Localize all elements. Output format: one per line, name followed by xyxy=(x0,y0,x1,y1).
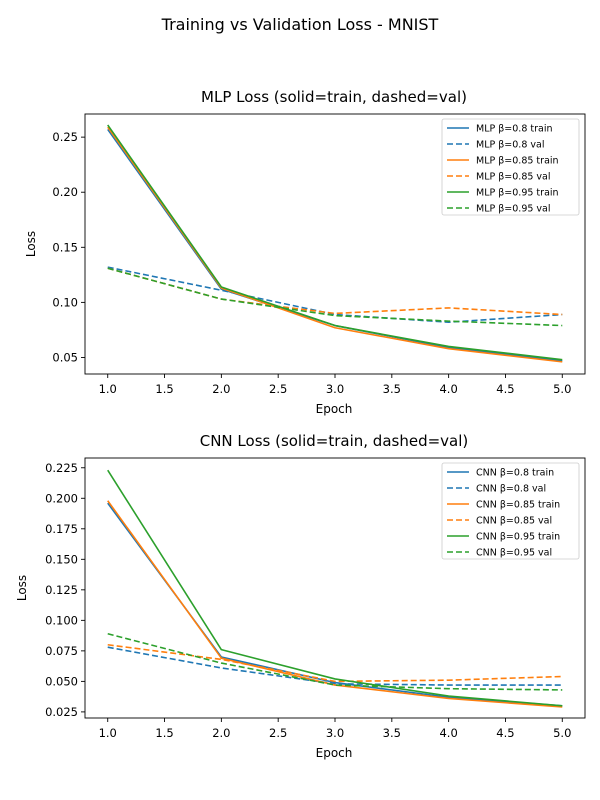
x-tick-label: 1.0 xyxy=(99,726,117,740)
y-tick-label: 0.100 xyxy=(45,613,78,627)
x-tick-label: 4.0 xyxy=(439,382,457,396)
legend-label: MLP β=0.85 val xyxy=(476,172,551,183)
mlp-loss-chart: MLP Loss (solid=train, dashed=val) Epoch… xyxy=(24,88,586,416)
figure-suptitle: Training vs Validation Loss - MNIST xyxy=(161,15,439,34)
x-tick-label: 2.0 xyxy=(212,382,230,396)
x-tick-label: 4.5 xyxy=(496,382,514,396)
series-line-3 xyxy=(107,643,563,683)
y-tick-label: 0.10 xyxy=(52,295,78,309)
y-tick-label: 0.15 xyxy=(52,240,78,254)
legend-label: MLP β=0.85 train xyxy=(476,156,559,167)
x-tick-label: 3.0 xyxy=(326,726,344,740)
chart-title: CNN Loss (solid=train, dashed=val) xyxy=(200,432,469,450)
legend-label: MLP β=0.8 val xyxy=(476,140,544,151)
series-line-3 xyxy=(107,267,563,316)
x-tick-label: 3.5 xyxy=(383,382,401,396)
x-tick-label: 2.5 xyxy=(269,382,287,396)
chart-title: MLP Loss (solid=train, dashed=val) xyxy=(201,88,467,106)
legend-box xyxy=(441,462,580,560)
series-line-2 xyxy=(107,500,563,708)
x-tick-label: 2.5 xyxy=(269,726,287,740)
y-tick-label: 0.150 xyxy=(45,552,78,566)
series-line-1 xyxy=(107,266,563,324)
legend-label: MLP β=0.95 val xyxy=(476,204,551,215)
x-tick-label: 2.0 xyxy=(212,726,230,740)
x-tick-label: 1.5 xyxy=(155,726,173,740)
cnn-loss-chart: CNN Loss (solid=train, dashed=val) Epoch… xyxy=(15,432,586,760)
legend-label: CNN β=0.8 train xyxy=(476,468,554,479)
legend-label: CNN β=0.85 train xyxy=(476,500,560,511)
x-tick-label: 1.5 xyxy=(155,382,173,396)
x-tick-label: 5.0 xyxy=(553,382,571,396)
x-tick-label: 5.0 xyxy=(553,726,571,740)
legend-label: CNN β=0.95 train xyxy=(476,532,560,543)
legend-label: MLP β=0.8 train xyxy=(476,124,553,135)
x-tick-label: 4.0 xyxy=(439,726,457,740)
y-axis-label: Loss xyxy=(24,231,38,257)
legend-label: CNN β=0.85 val xyxy=(476,516,552,527)
y-tick-label: 0.175 xyxy=(45,522,78,536)
legend-label: CNN β=0.95 val xyxy=(476,548,552,559)
series-line-4 xyxy=(107,124,563,361)
legend-label: MLP β=0.95 train xyxy=(476,188,559,199)
y-tick-label: 0.25 xyxy=(52,130,78,144)
legend-label: CNN β=0.8 val xyxy=(476,484,546,495)
y-tick-label: 0.200 xyxy=(45,491,78,505)
x-tick-label: 3.0 xyxy=(326,382,344,396)
x-axis-label: Epoch xyxy=(316,402,353,416)
y-tick-label: 0.050 xyxy=(45,674,78,688)
x-tick-label: 1.0 xyxy=(99,382,117,396)
series-line-1 xyxy=(107,646,563,686)
legend-box xyxy=(441,118,580,216)
series-line-2 xyxy=(107,126,563,363)
y-tick-label: 0.225 xyxy=(45,461,78,475)
y-tick-label: 0.05 xyxy=(52,350,78,364)
y-tick-label: 0.20 xyxy=(52,185,78,199)
y-tick-label: 0.075 xyxy=(45,644,78,658)
y-tick-label: 0.025 xyxy=(45,705,78,719)
series-line-4 xyxy=(107,469,563,707)
x-axis-label: Epoch xyxy=(316,746,353,760)
x-tick-label: 4.5 xyxy=(496,726,514,740)
x-tick-label: 3.5 xyxy=(383,726,401,740)
y-axis-label: Loss xyxy=(15,575,29,601)
y-tick-label: 0.125 xyxy=(45,583,78,597)
